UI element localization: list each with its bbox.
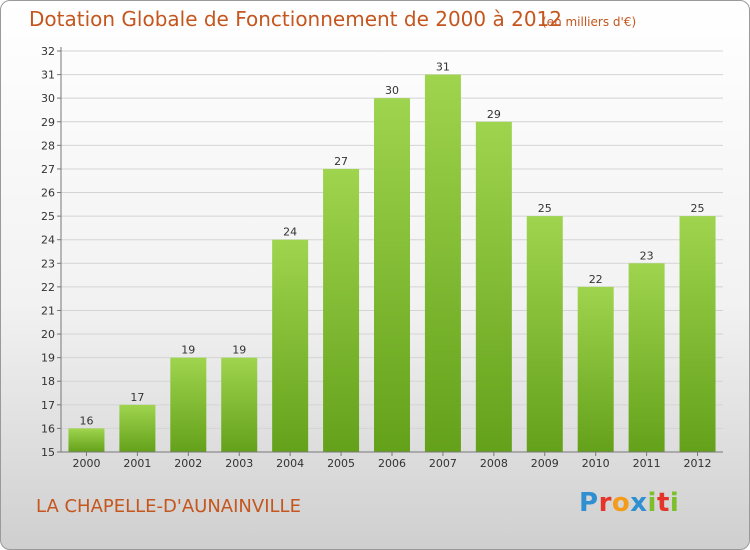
y-tick-label: 17	[41, 399, 55, 412]
commune-name: LA CHAPELLE-D'AUNAINVILLE	[36, 496, 301, 517]
bar	[68, 428, 105, 452]
labels: 15 16 17 18 19 20 21 22 23 24 25 26 27 28 29 30 31 32 16 20…	[41, 45, 712, 470]
bar-value-label: 22	[589, 273, 603, 286]
x-tick-label: 2002	[174, 457, 202, 470]
bar-value-label: 17	[130, 391, 144, 404]
logo-letter: x	[630, 488, 648, 518]
logo-letter: i	[647, 488, 657, 518]
bar-value-label: 25	[691, 202, 705, 215]
x-tick-label: 2007	[429, 457, 457, 470]
chart-title: Dotation Globale de Fonctionnement de 20…	[29, 7, 562, 31]
x-tick-label: 2006	[378, 457, 406, 470]
bar-value-label: 19	[181, 344, 195, 357]
bar	[272, 239, 309, 452]
y-tick-label: 21	[41, 304, 55, 317]
proxiti-logo: Proxiti	[579, 488, 679, 518]
logo-letter: i	[669, 488, 680, 518]
y-tick-label: 18	[41, 375, 55, 388]
bar	[170, 357, 207, 452]
y-tick-label: 26	[41, 187, 55, 200]
x-tick-label: 2010	[582, 457, 610, 470]
y-tick-label: 24	[41, 234, 55, 247]
x-tick-label: 2001	[123, 457, 151, 470]
bar	[577, 286, 614, 452]
bars	[68, 74, 716, 453]
x-tick-label: 2003	[225, 457, 253, 470]
bar	[679, 216, 716, 452]
y-tick-label: 30	[41, 92, 55, 105]
axes	[57, 47, 723, 456]
chart-subtitle: (en milliers d'€)	[542, 15, 637, 29]
x-tick-label: 2009	[531, 457, 559, 470]
bar-value-label: 31	[436, 61, 450, 74]
bar	[475, 121, 512, 452]
y-tick-label: 16	[41, 422, 55, 435]
bar-chart: 15 16 17 18 19 20 21 22 23 24 25 26 27 28 29 30 31 32 16 20…	[41, 45, 723, 470]
logo-letter: o	[611, 488, 631, 518]
logo-letter: r	[598, 488, 612, 518]
y-tick-label: 22	[41, 281, 55, 294]
bar-value-label: 19	[232, 344, 246, 357]
x-tick-label: 2011	[633, 457, 661, 470]
bar	[374, 98, 410, 453]
bar-value-label: 16	[79, 414, 93, 427]
bar	[424, 74, 461, 453]
bar	[119, 404, 156, 452]
y-tick-label: 15	[41, 446, 55, 459]
y-tick-label: 28	[41, 139, 55, 152]
bar-value-label: 27	[334, 155, 348, 168]
bar	[221, 357, 258, 452]
y-tick-label: 27	[41, 163, 55, 176]
bar	[323, 168, 360, 453]
bar-value-label: 30	[385, 84, 399, 97]
y-tick-label: 19	[41, 352, 55, 365]
logo-letter: P	[579, 488, 599, 518]
x-tick-label: 2012	[684, 457, 712, 470]
y-tick-label: 23	[41, 257, 55, 270]
bar-value-label: 23	[640, 249, 654, 262]
y-tick-label: 29	[41, 116, 55, 129]
y-tick-label: 31	[41, 69, 55, 82]
x-tick-label: 2004	[276, 457, 304, 470]
bar	[628, 263, 665, 452]
bar	[526, 216, 563, 452]
x-tick-label: 2008	[480, 457, 508, 470]
y-tick-label: 32	[41, 45, 55, 58]
bar-value-label: 25	[538, 202, 552, 215]
logo-letter: t	[656, 488, 670, 518]
x-tick-label: 2000	[72, 457, 100, 470]
y-tick-label: 20	[41, 328, 55, 341]
bar-value-label: 24	[283, 226, 297, 239]
y-tick-label: 25	[41, 210, 55, 223]
bar-value-label: 29	[487, 108, 501, 121]
x-tick-label: 2005	[327, 457, 355, 470]
